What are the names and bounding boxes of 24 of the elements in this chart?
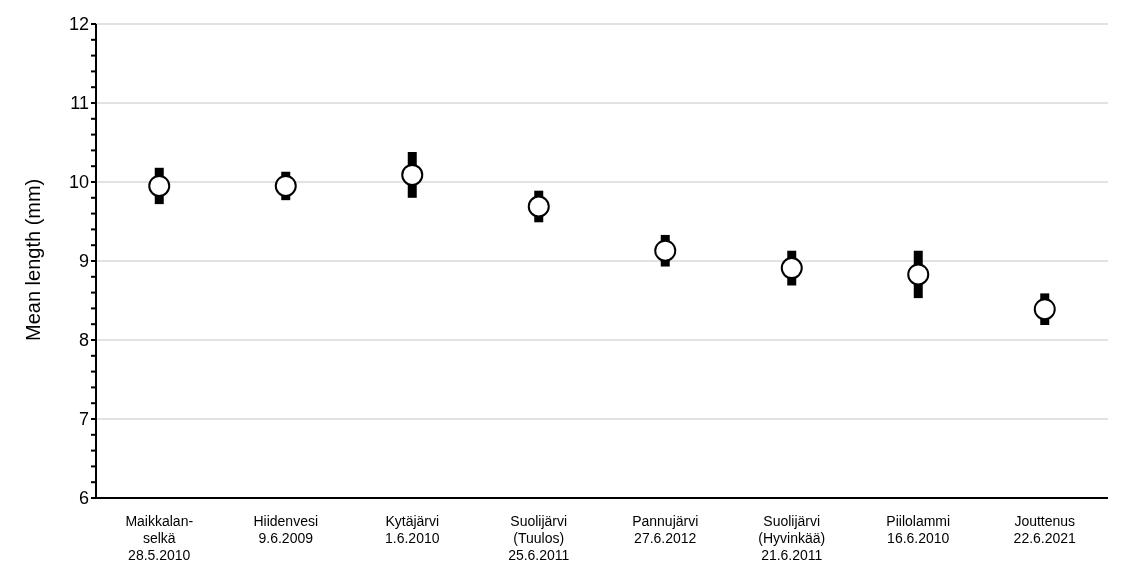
x-tick-label: Maikkalan- selkä 28.5.2010 [125, 513, 194, 563]
point [274, 174, 297, 197]
x-tick-label: Suolijärvi (Hyvinkää) 21.6.2011 [758, 513, 826, 563]
x-tick-label: Hiidenvesi 9.6.2009 [253, 513, 319, 546]
x-tick-label: Jouttenus 22.6.2021 [1013, 513, 1077, 546]
point [148, 174, 171, 197]
point [527, 195, 550, 218]
y-tick-label: 9 [78, 251, 89, 272]
y-axis-title: Mean length (mm) [22, 178, 45, 341]
y-tick-label: 11 [70, 93, 89, 114]
y-tick-label: 6 [78, 488, 89, 509]
y-tick-label: 10 [68, 172, 89, 193]
point [654, 239, 677, 262]
y-tick-label: 8 [78, 330, 89, 351]
y-tick-label: 12 [68, 14, 89, 35]
y-tick-label: 7 [78, 409, 89, 430]
point [907, 263, 930, 286]
point [1033, 298, 1056, 321]
x-tick-label: Kytäjärvi 1.6.2010 [385, 513, 440, 546]
point [401, 163, 424, 186]
point [780, 257, 803, 280]
x-tick-label: Pannujärvi 27.6.2012 [632, 513, 699, 546]
x-tick-label: Piilolammi 16.6.2010 [886, 513, 951, 546]
x-tick-label: Suolijärvi (Tuulos) 25.6.2011 [508, 513, 570, 563]
